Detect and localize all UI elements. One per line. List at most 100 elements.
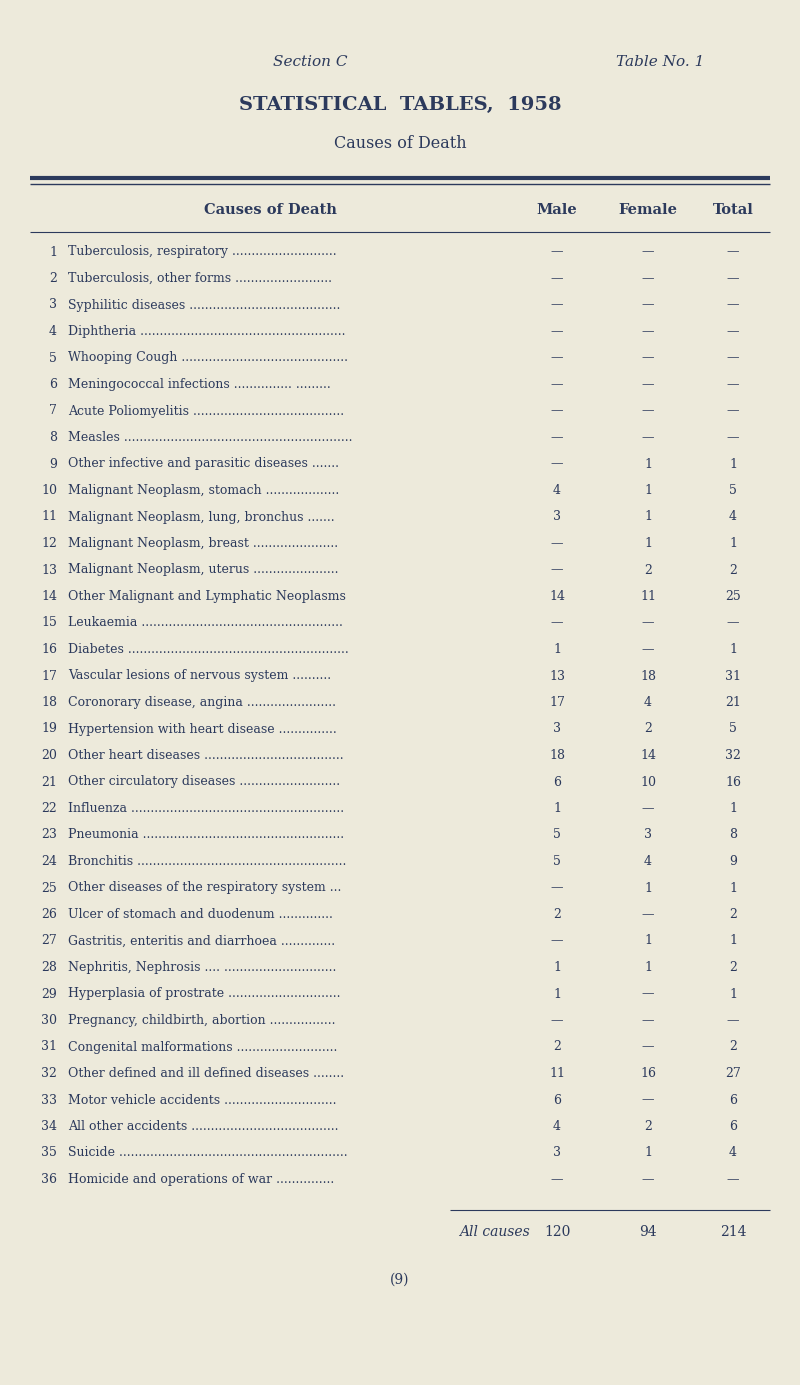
Text: —: — (726, 616, 739, 630)
Text: 35: 35 (41, 1147, 57, 1159)
Text: 1: 1 (729, 537, 737, 550)
Text: 2: 2 (644, 1120, 652, 1133)
Text: 4: 4 (729, 511, 737, 524)
Text: 33: 33 (41, 1094, 57, 1107)
Text: 1: 1 (644, 511, 652, 524)
Text: Pneumonia ....................................................: Pneumonia ..............................… (68, 828, 344, 842)
Text: —: — (726, 352, 739, 364)
Text: —: — (550, 616, 563, 630)
Text: Congenital malformations ..........................: Congenital malformations ...............… (68, 1040, 338, 1054)
Text: Whooping Cough ...........................................: Whooping Cough .........................… (68, 352, 348, 364)
Text: —: — (726, 299, 739, 312)
Text: Acute Poliomyelitis .......................................: Acute Poliomyelitis ....................… (68, 404, 344, 417)
Text: Malignant Neoplasm, uterus ......................: Malignant Neoplasm, uterus .............… (68, 564, 338, 576)
Text: 24: 24 (41, 855, 57, 868)
Text: 5: 5 (49, 352, 57, 364)
Text: —: — (642, 245, 654, 259)
Text: Diabetes .........................................................: Diabetes ...............................… (68, 643, 349, 656)
Text: 18: 18 (549, 749, 565, 762)
Text: 6: 6 (553, 1094, 561, 1107)
Text: 29: 29 (42, 988, 57, 1000)
Text: Tuberculosis, other forms .........................: Tuberculosis, other forms ..............… (68, 271, 332, 285)
Text: 5: 5 (729, 483, 737, 497)
Text: 4: 4 (553, 1120, 561, 1133)
Text: 1: 1 (553, 961, 561, 974)
Text: 6: 6 (729, 1094, 737, 1107)
Text: Meningococcal infections ............... .........: Meningococcal infections ...............… (68, 378, 330, 391)
Text: Other defined and ill defined diseases ........: Other defined and ill defined diseases .… (68, 1066, 344, 1080)
Text: 20: 20 (41, 749, 57, 762)
Text: 32: 32 (725, 749, 741, 762)
Text: 1: 1 (553, 643, 561, 656)
Text: 1: 1 (644, 881, 652, 895)
Text: 12: 12 (41, 537, 57, 550)
Text: —: — (642, 1094, 654, 1107)
Text: 10: 10 (640, 776, 656, 788)
Text: —: — (550, 564, 563, 576)
Text: Table No. 1: Table No. 1 (616, 55, 704, 69)
Text: —: — (642, 909, 654, 921)
Text: All causes: All causes (459, 1224, 530, 1240)
Text: 1: 1 (729, 457, 737, 471)
Text: —: — (642, 1173, 654, 1186)
Text: 2: 2 (553, 1040, 561, 1054)
Text: Malignant Neoplasm, breast ......................: Malignant Neoplasm, breast .............… (68, 537, 338, 550)
Text: Ulcer of stomach and duodenum ..............: Ulcer of stomach and duodenum ..........… (68, 909, 333, 921)
Text: 23: 23 (41, 828, 57, 842)
Text: 30: 30 (41, 1014, 57, 1028)
Text: 14: 14 (41, 590, 57, 602)
Text: Syphilitic diseases .......................................: Syphilitic diseases ....................… (68, 299, 340, 312)
Text: Homicide and operations of war ...............: Homicide and operations of war .........… (68, 1173, 334, 1186)
Text: Other Malignant and Lymphatic Neoplasms: Other Malignant and Lymphatic Neoplasms (68, 590, 346, 602)
Text: 27: 27 (42, 935, 57, 947)
Text: Tuberculosis, respiratory ...........................: Tuberculosis, respiratory ..............… (68, 245, 337, 259)
Text: 13: 13 (41, 564, 57, 576)
Text: 25: 25 (42, 881, 57, 895)
Text: Hyperplasia of prostrate .............................: Hyperplasia of prostrate ...............… (68, 988, 341, 1000)
Text: 11: 11 (41, 511, 57, 524)
Text: —: — (550, 378, 563, 391)
Text: —: — (642, 643, 654, 656)
Text: —: — (550, 245, 563, 259)
Text: Female: Female (618, 204, 678, 217)
Text: 8: 8 (729, 828, 737, 842)
Text: 1: 1 (729, 881, 737, 895)
Text: 34: 34 (41, 1120, 57, 1133)
Text: Male: Male (537, 204, 578, 217)
Text: 1: 1 (49, 245, 57, 259)
Text: —: — (550, 431, 563, 445)
Text: 1: 1 (553, 988, 561, 1000)
Text: —: — (642, 271, 654, 285)
Text: Suicide ...........................................................: Suicide ................................… (68, 1147, 348, 1159)
Text: 4: 4 (729, 1147, 737, 1159)
Text: 18: 18 (640, 669, 656, 683)
Text: Other infective and parasitic diseases .......: Other infective and parasitic diseases .… (68, 457, 339, 471)
Text: 3: 3 (553, 1147, 561, 1159)
Text: 32: 32 (41, 1066, 57, 1080)
Text: —: — (550, 271, 563, 285)
Text: STATISTICAL  TABLES,  1958: STATISTICAL TABLES, 1958 (238, 96, 562, 114)
Text: Total: Total (713, 204, 754, 217)
Text: 3: 3 (644, 828, 652, 842)
Text: 16: 16 (640, 1066, 656, 1080)
Text: —: — (726, 1173, 739, 1186)
Text: 1: 1 (729, 988, 737, 1000)
Text: (9): (9) (390, 1273, 410, 1287)
Text: —: — (726, 431, 739, 445)
Text: 6: 6 (553, 776, 561, 788)
Text: 25: 25 (725, 590, 741, 602)
Text: 6: 6 (49, 378, 57, 391)
Text: 2: 2 (729, 909, 737, 921)
Text: Coronorary disease, angina .......................: Coronorary disease, angina .............… (68, 697, 336, 709)
Text: 14: 14 (640, 749, 656, 762)
Text: —: — (642, 988, 654, 1000)
Text: 214: 214 (720, 1224, 746, 1240)
Text: —: — (550, 325, 563, 338)
Text: 3: 3 (553, 723, 561, 735)
Text: 1: 1 (644, 961, 652, 974)
Text: 18: 18 (41, 697, 57, 709)
Text: Pregnancy, childbirth, abortion .................: Pregnancy, childbirth, abortion ........… (68, 1014, 335, 1028)
Text: 8: 8 (49, 431, 57, 445)
Text: 28: 28 (41, 961, 57, 974)
Text: 22: 22 (42, 802, 57, 814)
